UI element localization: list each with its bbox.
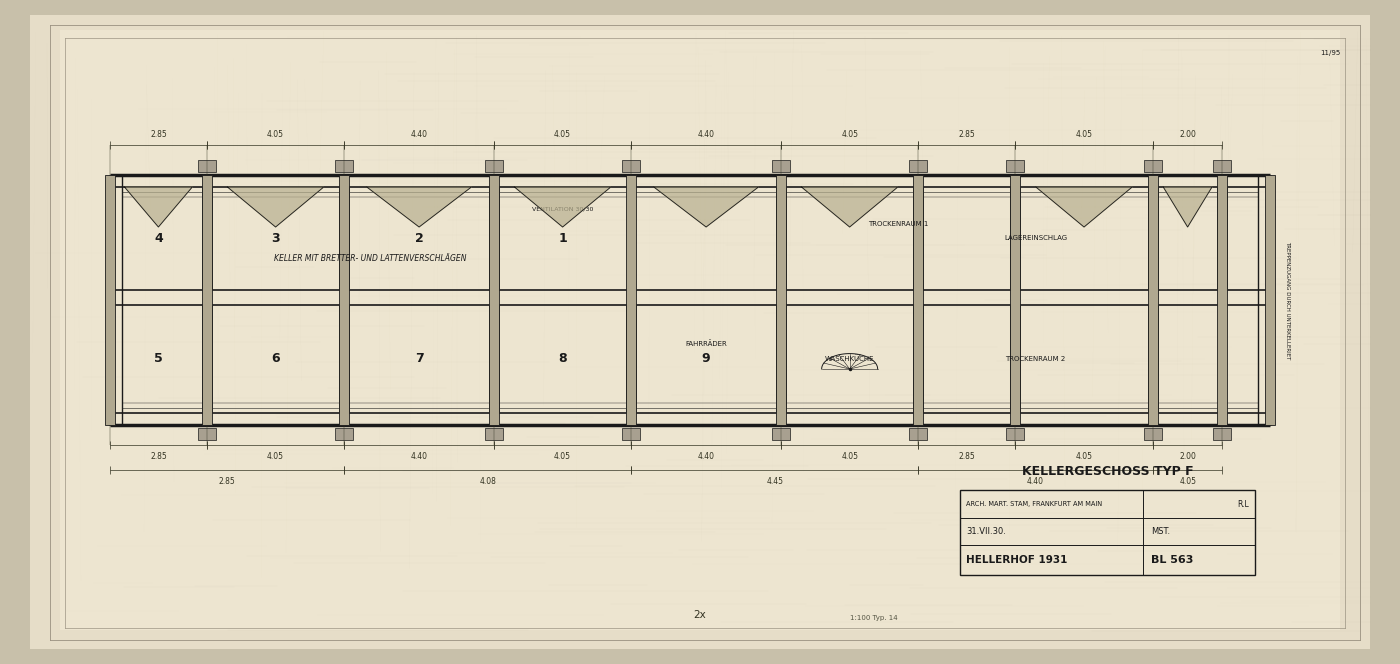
Polygon shape — [514, 187, 610, 227]
Text: 3: 3 — [272, 232, 280, 245]
Text: 4.05: 4.05 — [267, 130, 284, 139]
Text: 4.45: 4.45 — [766, 477, 784, 486]
Text: 4.40: 4.40 — [410, 452, 427, 461]
Text: 4.40: 4.40 — [1028, 477, 1044, 486]
Bar — [623, 428, 640, 440]
Text: HELLERHOF 1931: HELLERHOF 1931 — [966, 555, 1067, 565]
Bar — [202, 175, 211, 425]
Text: 2.00: 2.00 — [1179, 452, 1196, 461]
Text: 4.05: 4.05 — [1179, 477, 1196, 486]
Text: FAHRRÄDER: FAHRRÄDER — [685, 341, 727, 347]
Bar — [771, 428, 790, 440]
Text: 31.VII.30.: 31.VII.30. — [966, 527, 1005, 536]
Text: 4.05: 4.05 — [841, 130, 858, 139]
Bar — [1144, 428, 1162, 440]
Text: TROCKENRAUM 2: TROCKENRAUM 2 — [1005, 356, 1065, 362]
Polygon shape — [367, 187, 472, 227]
Text: 9: 9 — [701, 353, 710, 365]
Text: KELLER MIT BRETTER- UND LATTENVERSCHLÄGEN: KELLER MIT BRETTER- UND LATTENVERSCHLÄGE… — [274, 254, 468, 263]
Bar — [339, 175, 350, 425]
Text: 2: 2 — [414, 232, 423, 245]
Bar — [1148, 175, 1158, 425]
Bar — [489, 175, 498, 425]
Bar — [197, 428, 216, 440]
Text: WASCHKÜCHE: WASCHKÜCHE — [825, 356, 875, 363]
Text: 2.85: 2.85 — [218, 477, 235, 486]
Text: KELLERGESCHOSS TYP F: KELLERGESCHOSS TYP F — [1022, 465, 1193, 478]
Text: 11/95: 11/95 — [1320, 50, 1340, 56]
Polygon shape — [125, 187, 192, 227]
Text: 4.40: 4.40 — [410, 130, 427, 139]
Text: 4.05: 4.05 — [554, 452, 571, 461]
Text: 2.85: 2.85 — [959, 130, 976, 139]
Polygon shape — [227, 187, 323, 227]
Text: 4.08: 4.08 — [479, 477, 497, 486]
Text: 1:100 Typ. 14: 1:100 Typ. 14 — [850, 615, 897, 621]
Text: 6: 6 — [272, 353, 280, 365]
Bar — [1007, 160, 1025, 172]
Bar — [197, 160, 216, 172]
Text: 4.05: 4.05 — [841, 452, 858, 461]
Bar — [336, 428, 353, 440]
Text: 4.05: 4.05 — [267, 452, 284, 461]
Text: 2.85: 2.85 — [959, 452, 976, 461]
Text: BL 563: BL 563 — [1151, 555, 1193, 565]
Text: 4.05: 4.05 — [1075, 452, 1092, 461]
Bar — [484, 160, 503, 172]
Text: 4: 4 — [154, 232, 162, 245]
Text: 2.85: 2.85 — [150, 452, 167, 461]
Bar — [910, 160, 927, 172]
Bar — [336, 160, 353, 172]
Bar — [1214, 160, 1232, 172]
Bar — [910, 428, 927, 440]
Polygon shape — [654, 187, 759, 227]
Polygon shape — [1163, 187, 1212, 227]
Text: 2.85: 2.85 — [150, 130, 167, 139]
Bar — [1011, 175, 1021, 425]
Bar — [623, 160, 640, 172]
Bar — [913, 175, 924, 425]
Polygon shape — [1036, 187, 1133, 227]
Polygon shape — [801, 187, 897, 227]
Text: 7: 7 — [414, 353, 423, 365]
Bar — [484, 428, 503, 440]
Text: 5: 5 — [154, 353, 162, 365]
Text: VENTILATION 30/30: VENTILATION 30/30 — [532, 207, 594, 212]
Text: R.L: R.L — [1238, 499, 1249, 509]
Bar — [1214, 428, 1232, 440]
Bar — [626, 175, 637, 425]
Text: 4.05: 4.05 — [1075, 130, 1092, 139]
Text: TROCKENRAUM 1: TROCKENRAUM 1 — [868, 220, 928, 226]
Text: 4.05: 4.05 — [554, 130, 571, 139]
Text: TREPPENZUGANG DURCH UNTERKELLERIET: TREPPENZUGANG DURCH UNTERKELLERIET — [1285, 241, 1291, 359]
Bar — [105, 175, 115, 425]
Bar — [776, 175, 785, 425]
Bar — [1218, 175, 1228, 425]
Text: 2x: 2x — [693, 610, 707, 620]
Bar — [960, 490, 1254, 575]
Bar — [771, 160, 790, 172]
Text: 4.40: 4.40 — [697, 452, 714, 461]
Text: ARCH. MART. STAM, FRANKFURT AM MAIN: ARCH. MART. STAM, FRANKFURT AM MAIN — [966, 501, 1102, 507]
Text: LAGEREINSCHLAG: LAGEREINSCHLAG — [1004, 236, 1067, 242]
Text: 8: 8 — [559, 353, 567, 365]
Text: 1: 1 — [559, 232, 567, 245]
Bar — [1144, 160, 1162, 172]
Bar — [1007, 428, 1025, 440]
Text: MST.: MST. — [1151, 527, 1170, 536]
Text: 2.00: 2.00 — [1179, 130, 1196, 139]
Bar — [1266, 175, 1275, 425]
Text: 4.40: 4.40 — [697, 130, 714, 139]
